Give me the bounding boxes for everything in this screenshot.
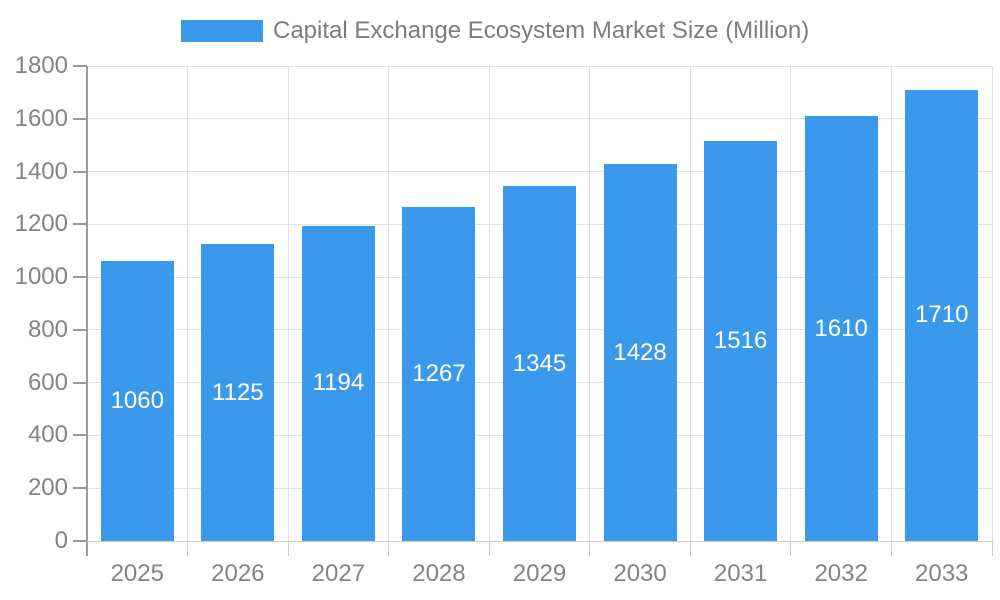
y-axis-tick-label: 800	[27, 315, 68, 343]
bar-value-label: 1610	[814, 314, 868, 342]
x-axis-line	[87, 541, 993, 542]
y-gridline	[87, 171, 992, 173]
x-axis-tick	[488, 542, 490, 556]
y-axis-tick	[73, 540, 87, 542]
x-axis-tick-label: 2032	[814, 560, 868, 587]
x-gridline	[388, 66, 390, 541]
bar-value-label: 1267	[412, 359, 466, 387]
y-axis-tick	[73, 117, 87, 120]
x-axis-tick-label: 2030	[613, 560, 667, 587]
bar-value-label: 1710	[915, 301, 969, 329]
y-axis-tick-label: 1000	[14, 263, 68, 291]
y-axis-tick-label: 1800	[14, 52, 68, 79]
bar[interactable]	[704, 140, 778, 541]
bar-value-label: 1516	[713, 326, 768, 354]
y-axis-tick-label: 1400	[14, 157, 68, 185]
chart-title: Capital Exchange Ecosystem Market Size (…	[273, 17, 810, 44]
bar-value-label: 1428	[613, 338, 667, 366]
bar[interactable]	[100, 261, 174, 541]
y-axis-tick	[73, 170, 87, 173]
y-axis-tick-label: 400	[27, 421, 68, 449]
x-axis-tick	[388, 542, 390, 556]
x-gridline	[589, 66, 591, 541]
x-axis-tick-label: 2027	[311, 560, 366, 587]
legend-swatch	[181, 20, 263, 42]
x-axis-tick	[790, 542, 792, 556]
x-gridline	[689, 66, 691, 541]
y-axis-tick	[73, 276, 87, 279]
x-gridline	[890, 66, 892, 541]
y-axis-tick	[73, 223, 87, 226]
y-axis-tick-label: 1600	[14, 104, 68, 132]
x-axis-tick	[689, 542, 691, 556]
y-axis-tick	[73, 434, 87, 437]
y-axis-tick-label: 0	[54, 527, 68, 554]
bar[interactable]	[804, 116, 878, 541]
y-axis-tick	[73, 487, 87, 490]
x-axis-tick	[991, 542, 993, 556]
x-gridline	[488, 66, 490, 541]
x-axis-tick-label: 2028	[412, 560, 466, 587]
x-axis-tick-label: 2029	[512, 560, 567, 587]
plot-right-border	[991, 66, 993, 541]
y-axis-tick-label: 200	[27, 474, 68, 502]
chart-legend-item[interactable]: Capital Exchange Ecosystem Market Size (…	[181, 17, 809, 45]
x-gridline	[790, 66, 792, 541]
bar[interactable]	[503, 186, 576, 541]
bar[interactable]	[905, 89, 979, 541]
x-axis-tick-label: 2031	[713, 560, 768, 587]
x-axis-tick-label: 2025	[110, 560, 164, 587]
x-axis-tick-label: 2033	[915, 560, 969, 587]
bar-value-label: 1194	[312, 369, 365, 397]
x-axis-tick	[890, 542, 892, 556]
bar-value-label: 1125	[212, 378, 264, 406]
y-axis-tick	[73, 381, 87, 384]
bar[interactable]	[402, 206, 476, 541]
y-gridline	[87, 65, 992, 67]
bar[interactable]	[301, 225, 375, 541]
bar-value-label: 1060	[110, 387, 164, 415]
y-gridline	[87, 118, 992, 120]
y-axis-tick-label: 1200	[14, 210, 68, 238]
y-axis-tick	[73, 328, 87, 331]
x-axis-tick	[287, 542, 289, 556]
x-axis-tick	[589, 542, 591, 556]
y-axis-tick	[73, 65, 87, 67]
bar-value-label: 1345	[512, 349, 567, 377]
x-gridline	[187, 66, 189, 541]
bar[interactable]	[603, 164, 677, 541]
x-axis-tick	[187, 542, 189, 556]
y-axis-line	[86, 66, 88, 556]
x-gridline	[287, 66, 289, 541]
x-axis-tick-label: 2026	[211, 560, 265, 587]
bar[interactable]	[201, 244, 275, 541]
y-axis-tick-label: 600	[27, 368, 68, 396]
